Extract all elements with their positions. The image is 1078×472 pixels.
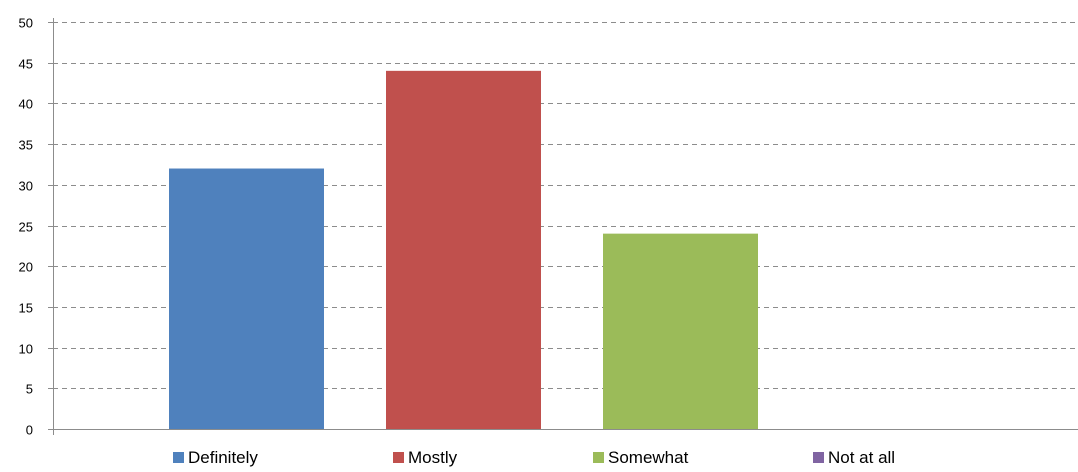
legend: Definitely Mostly Somewhat Not at all (173, 448, 895, 467)
y-tick-label: 20 (19, 260, 33, 275)
axes (48, 18, 1078, 435)
y-axis-tick-labels: 0 5 10 15 20 25 30 35 40 45 50 (19, 16, 33, 438)
legend-label: Somewhat (608, 448, 689, 467)
bar-definitely (169, 168, 324, 429)
y-tick-label: 40 (19, 97, 33, 112)
y-tick-label: 50 (19, 16, 33, 31)
y-tick-label: 45 (19, 57, 33, 72)
y-tick-label: 35 (19, 138, 33, 153)
legend-swatch (393, 452, 404, 463)
y-tick-label: 0 (26, 423, 33, 438)
legend-swatch (813, 452, 824, 463)
y-tick-label: 10 (19, 342, 33, 357)
legend-label: Definitely (188, 448, 258, 467)
y-tick-label: 15 (19, 301, 33, 316)
bar-somewhat (603, 233, 758, 429)
y-tick-label: 5 (26, 382, 33, 397)
legend-label: Not at all (828, 448, 895, 467)
legend-label: Mostly (408, 448, 458, 467)
legend-swatch (173, 452, 184, 463)
bar-mostly (386, 70, 541, 429)
legend-swatch (593, 452, 604, 463)
y-tick-label: 30 (19, 179, 33, 194)
y-tick-label: 25 (19, 220, 33, 235)
bars (169, 70, 758, 429)
